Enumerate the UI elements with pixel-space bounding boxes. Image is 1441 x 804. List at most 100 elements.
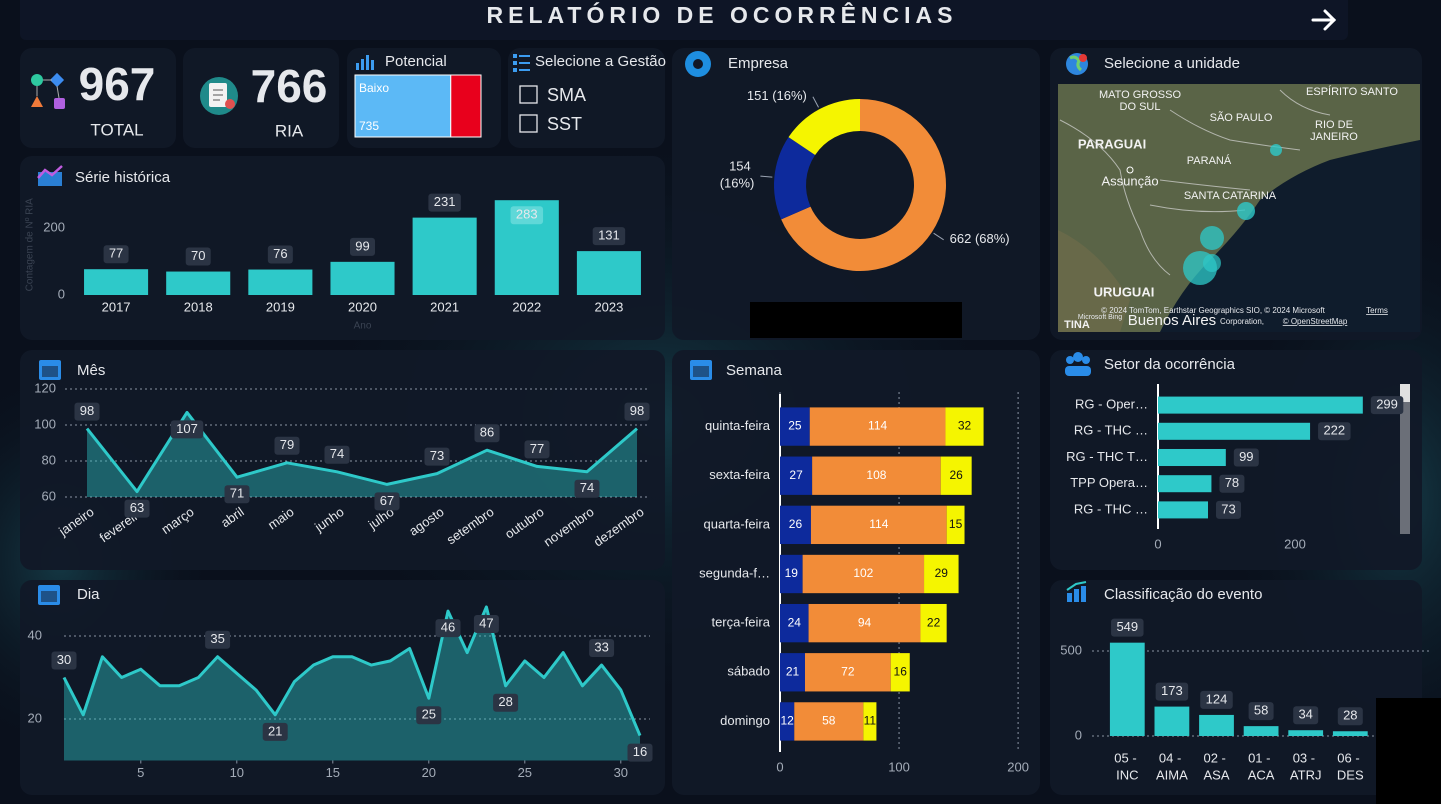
map-label: URUGUAI	[1094, 284, 1155, 299]
chart-title: Mês	[77, 362, 105, 379]
y-tick-label: TPP Opera…	[1070, 475, 1148, 490]
bar	[1109, 642, 1145, 736]
data-label: 73	[430, 448, 444, 463]
chart-title: Classificação do evento	[1104, 586, 1262, 603]
map-label: PARAGUAI	[1078, 136, 1146, 151]
y-tick-label: domingo	[720, 713, 770, 728]
data-label: 79	[280, 437, 294, 452]
data-label: 74	[330, 446, 344, 461]
map-label: ESPÍRITO SANTO	[1306, 85, 1398, 98]
data-label-box	[473, 614, 499, 633]
data-label: 24	[788, 615, 802, 629]
bar-segment	[809, 407, 946, 446]
data-label: 114	[869, 517, 888, 531]
data-label-box	[205, 630, 231, 649]
data-label-box	[1111, 618, 1144, 637]
x-tick-label: 5	[137, 765, 144, 780]
data-label: 222	[1323, 423, 1345, 438]
data-label: 98	[80, 403, 94, 418]
data-label: 26	[789, 517, 803, 531]
bar-segment	[810, 505, 947, 545]
x-tick-label: 10	[230, 765, 244, 780]
chart-icon	[685, 51, 711, 77]
y-tick-label: 80	[42, 452, 56, 467]
data-label-box	[424, 447, 450, 466]
bar	[1243, 726, 1279, 736]
data-label-box	[1233, 448, 1259, 467]
y-tick-label: RG - THC …	[1074, 501, 1148, 516]
data-label-box	[474, 424, 500, 443]
data-label: 662 (68%)	[950, 231, 1010, 246]
data-label: 22	[927, 615, 941, 629]
panel	[672, 48, 1040, 340]
data-label: 12	[780, 714, 794, 728]
data-label-box	[51, 651, 77, 670]
y-tick-label: 40	[28, 627, 42, 642]
data-label: 108	[866, 468, 886, 482]
map-label: Buenos Aires	[1128, 312, 1216, 329]
map-label: RIO DE	[1315, 119, 1353, 131]
slicer-option[interactable]: SMA	[547, 85, 586, 105]
bar-segment	[780, 456, 813, 495]
x-tick-label: 2023	[594, 299, 623, 314]
bar-segment	[780, 653, 805, 692]
scrollbar[interactable]	[1400, 384, 1410, 534]
y-tick-label: 200	[43, 219, 65, 234]
data-label: 70	[191, 248, 205, 263]
x-tick-label: 03 - ATRJ	[1290, 751, 1322, 783]
data-label-box	[428, 193, 461, 212]
calendar-icon	[38, 585, 60, 605]
kpi-label: RIA	[275, 121, 304, 140]
kpi-label: TOTAL	[90, 120, 143, 139]
data-label: 154 (16%)	[720, 159, 755, 191]
data-label-box	[1155, 682, 1189, 701]
data-label-box	[627, 743, 653, 762]
map[interactable]	[1058, 84, 1420, 332]
y-tick-label: 20	[28, 710, 42, 725]
data-label: 94	[858, 615, 872, 629]
chart-title: Potencial	[385, 53, 447, 70]
nav-arrow[interactable]	[1311, 9, 1337, 31]
data-label: 47	[479, 615, 493, 630]
data-label: 67	[380, 493, 394, 508]
chart-icon	[37, 165, 63, 186]
data-label-box	[267, 245, 293, 264]
map-attribution[interactable]: © OpenStreetMap	[1283, 317, 1348, 326]
kpi-value: 766	[251, 60, 328, 112]
x-tick-label: 15	[326, 765, 340, 780]
y-tick-label: terça-feira	[711, 615, 770, 630]
data-label: 29	[935, 566, 949, 580]
x-tick-label: 25	[518, 765, 532, 780]
data-label: 131	[598, 228, 620, 243]
slicer-option[interactable]: SST	[547, 114, 582, 134]
data-label: 35	[210, 631, 224, 646]
chart-title: Empresa	[728, 55, 789, 72]
data-label: 46	[441, 620, 455, 635]
map-terms[interactable]: Terms	[1366, 306, 1388, 315]
chart-title: Dia	[77, 586, 100, 603]
data-label: 25	[422, 707, 436, 722]
data-label: 77	[109, 246, 123, 261]
y-tick-label: sábado	[727, 664, 770, 679]
checkbox[interactable]	[519, 114, 538, 133]
data-label-box	[74, 402, 100, 421]
data-label: 32	[958, 419, 972, 433]
map-title: Selecione a unidade	[1104, 55, 1240, 72]
data-label-box	[224, 485, 250, 504]
bar	[1288, 730, 1324, 736]
bar-segment	[940, 456, 972, 495]
x-axis-title: Ano	[354, 321, 372, 332]
checkbox[interactable]	[519, 85, 538, 104]
bar	[166, 271, 231, 295]
data-label: 34	[1298, 707, 1312, 722]
bar	[412, 217, 477, 295]
x-tick-label: 200	[1007, 759, 1029, 774]
data-label-box	[1293, 706, 1319, 725]
bar-segment	[890, 653, 910, 692]
data-label-box	[416, 706, 442, 725]
map-icon	[1066, 53, 1088, 75]
data-label-box	[185, 247, 211, 266]
data-label-box	[624, 402, 650, 421]
data-label: 99	[355, 238, 369, 253]
